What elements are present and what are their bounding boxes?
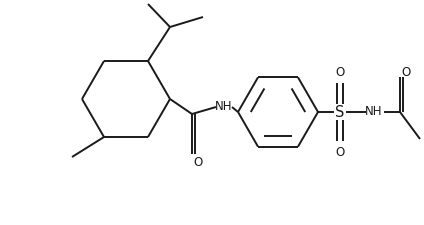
Text: NH: NH [215,100,233,113]
Text: O: O [335,146,345,159]
Text: S: S [335,105,345,120]
Text: NH: NH [365,105,383,118]
Text: O: O [402,65,410,78]
Text: O: O [335,66,345,79]
Text: O: O [193,156,203,169]
